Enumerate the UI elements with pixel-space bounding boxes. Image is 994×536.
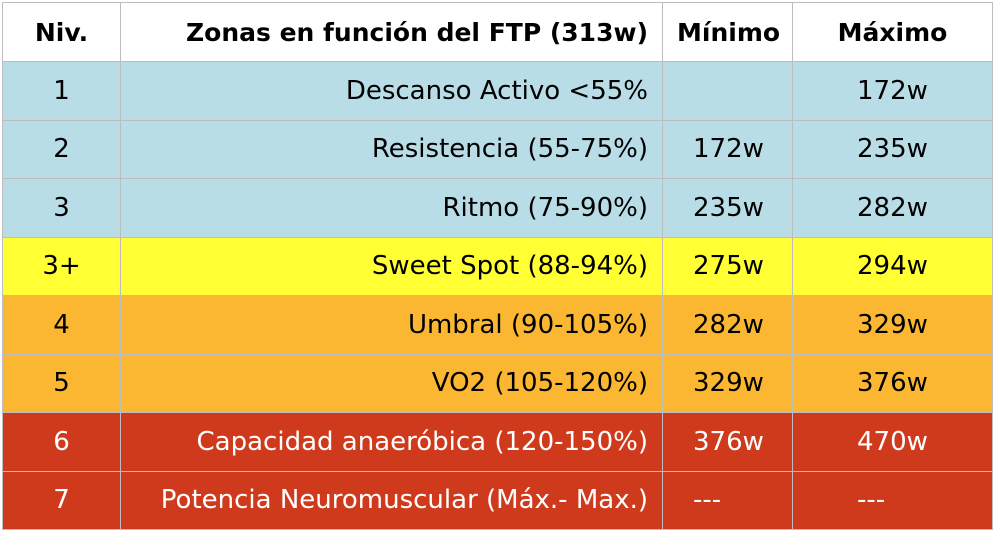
cell-zone: Descanso Activo <55% — [120, 61, 663, 121]
cell-min: 235w — [662, 178, 793, 238]
cell-level: 6 — [2, 412, 121, 472]
cell-zone: VO2 (105-120%) — [120, 353, 663, 413]
table-row: 1 Descanso Activo <55% 172w — [2, 61, 993, 121]
cell-min: 282w — [662, 295, 793, 355]
cell-max: 282w — [792, 178, 993, 238]
cell-level: 7 — [2, 470, 121, 530]
table-row: 3 Ritmo (75-90%) 235w 282w — [2, 178, 993, 238]
cell-min: 376w — [662, 412, 793, 472]
header-level: Niv. — [2, 2, 121, 62]
cell-level: 3+ — [2, 236, 121, 296]
table-row: 5 VO2 (105-120%) 329w 376w — [2, 353, 993, 413]
cell-max: 235w — [792, 119, 993, 179]
header-min: Mínimo — [662, 2, 793, 62]
cell-max: 329w — [792, 295, 993, 355]
cell-zone: Ritmo (75-90%) — [120, 178, 663, 238]
cell-level: 2 — [2, 119, 121, 179]
cell-max: 376w — [792, 353, 993, 413]
cell-max: --- — [792, 470, 993, 530]
table-row: 2 Resistencia (55-75%) 172w 235w — [2, 119, 993, 179]
header-max: Máximo — [792, 2, 993, 62]
table-row: 4 Umbral (90-105%) 282w 329w — [2, 295, 993, 355]
cell-min: 275w — [662, 236, 793, 296]
cell-max: 294w — [792, 236, 993, 296]
cell-min: 329w — [662, 353, 793, 413]
cell-min: --- — [662, 470, 793, 530]
table-body: 1 Descanso Activo <55% 172w 2 Resistenci… — [2, 61, 993, 530]
cell-level: 3 — [2, 178, 121, 238]
cell-level: 5 — [2, 353, 121, 413]
cell-zone: Potencia Neuromuscular (Máx.- Max.) — [120, 470, 663, 530]
cell-max: 172w — [792, 61, 993, 121]
cell-zone: Sweet Spot (88-94%) — [120, 236, 663, 296]
cell-level: 4 — [2, 295, 121, 355]
table-row: 6 Capacidad anaeróbica (120-150%) 376w 4… — [2, 412, 993, 472]
header-row: Niv. Zonas en función del FTP (313w) Mín… — [2, 2, 993, 62]
cell-zone: Capacidad anaeróbica (120-150%) — [120, 412, 663, 472]
cell-zone: Umbral (90-105%) — [120, 295, 663, 355]
cell-zone: Resistencia (55-75%) — [120, 119, 663, 179]
header-zone: Zonas en función del FTP (313w) — [120, 2, 663, 62]
cell-max: 470w — [792, 412, 993, 472]
cell-min — [662, 61, 793, 121]
cell-level: 1 — [2, 61, 121, 121]
table-row: 7 Potencia Neuromuscular (Máx.- Max.) --… — [2, 470, 993, 530]
table-row: 3+ Sweet Spot (88-94%) 275w 294w — [2, 236, 993, 296]
cell-min: 172w — [662, 119, 793, 179]
table-header: Niv. Zonas en función del FTP (313w) Mín… — [2, 2, 993, 62]
